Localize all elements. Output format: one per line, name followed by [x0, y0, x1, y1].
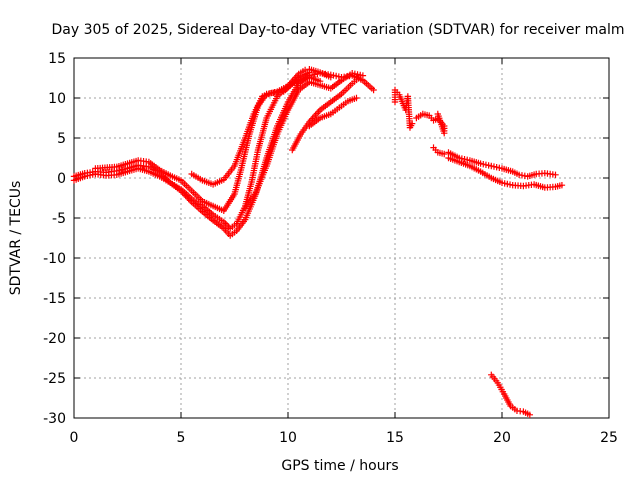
series-track-i	[413, 110, 448, 137]
series-track-f	[289, 74, 362, 154]
x-tick-label: 5	[177, 430, 186, 446]
x-tick-label: 10	[279, 430, 297, 446]
series-track-e	[242, 70, 367, 212]
y-tick-label: -5	[52, 211, 66, 227]
y-tick-label: 0	[57, 171, 66, 187]
data-point	[552, 171, 559, 178]
series-track-j	[430, 144, 448, 158]
data-marks	[70, 66, 566, 418]
y-tick-label: -20	[43, 331, 66, 347]
y-axis: 15 10 5 0 -5 -10 -15 -20 -25 -30	[43, 51, 609, 427]
data-point	[370, 86, 377, 94]
data-point	[355, 74, 362, 82]
y-tick-label: 15	[48, 51, 66, 67]
series-track-h	[391, 86, 416, 131]
data-point	[441, 150, 448, 158]
series-track-g	[306, 94, 360, 130]
x-tick-label: 0	[70, 430, 79, 446]
y-tick-label: -10	[43, 251, 66, 267]
x-tick-label: 20	[493, 430, 511, 446]
x-tick-label: 25	[600, 430, 618, 446]
data-point	[327, 74, 334, 81]
data-point	[353, 94, 360, 102]
y-tick-label: -15	[43, 291, 66, 307]
plot-frame	[73, 57, 610, 419]
data-point	[434, 110, 441, 118]
y-tick-label: -25	[43, 371, 66, 387]
y-tick-label: 5	[57, 131, 66, 147]
grid	[74, 58, 609, 418]
series-track-k	[445, 149, 559, 180]
x-axis-label: GPS time / hours	[281, 458, 398, 474]
series-track-d	[188, 69, 313, 188]
y-axis-label: SDTVAR / TECUs	[8, 181, 24, 296]
data-point	[526, 411, 534, 418]
y-tick-label: -30	[43, 411, 66, 427]
x-tick-label: 15	[386, 430, 404, 446]
chart-title: Day 305 of 2025, Sidereal Day-to-day VTE…	[52, 22, 625, 38]
data-point	[359, 72, 367, 79]
data-point	[306, 69, 313, 76]
x-axis: 0 5 10 15 20 25	[70, 58, 618, 446]
y-tick-label: 10	[48, 91, 66, 107]
data-point	[408, 120, 416, 127]
data-point	[558, 182, 566, 189]
series-track-l	[445, 154, 566, 191]
series-track-m	[488, 371, 534, 418]
